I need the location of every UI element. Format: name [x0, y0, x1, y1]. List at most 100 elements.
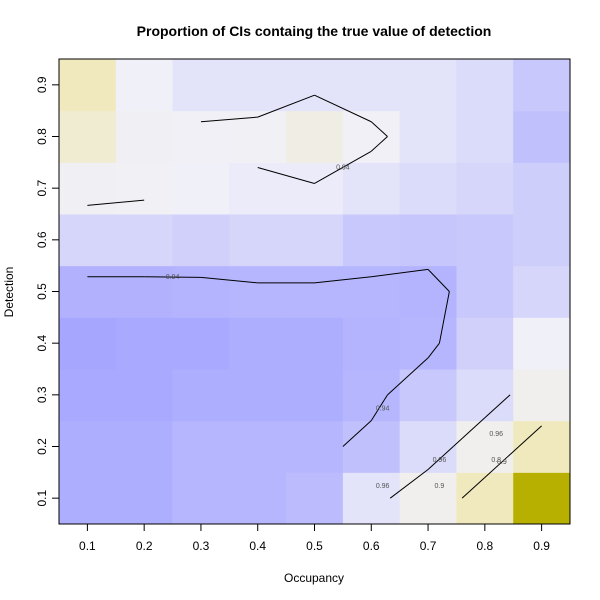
heatmap-cell — [286, 214, 344, 267]
heatmap-cell — [229, 214, 287, 267]
heatmap-cell — [59, 59, 117, 112]
heatmap-cell — [342, 369, 401, 422]
heatmap-cell — [172, 59, 230, 112]
heatmap-cell — [456, 110, 514, 163]
x-axis-label: Occupancy — [284, 571, 344, 585]
heatmap-cell — [513, 265, 571, 318]
y-tick-label: 0.9 — [35, 76, 49, 93]
heatmap-cell — [286, 317, 344, 370]
heatmap-cell — [115, 420, 174, 473]
contour-segment — [370, 136, 388, 152]
heatmap-cell — [172, 214, 230, 267]
heatmap-cell — [456, 265, 514, 318]
heatmap-cell — [456, 59, 514, 112]
contour-segment — [342, 420, 372, 447]
heatmap-cell — [59, 265, 117, 318]
contour-segment — [200, 116, 258, 123]
heatmap-cell — [286, 162, 344, 215]
heatmap-cell — [115, 59, 174, 112]
heatmap-cell — [59, 110, 117, 163]
heatmap-cell — [513, 420, 571, 473]
heatmap-cell — [513, 214, 571, 267]
heatmap-cell — [115, 369, 174, 422]
y-tick-label: 0.2 — [35, 438, 49, 455]
heatmap-cell — [342, 162, 401, 215]
x-tick-label: 0.1 — [79, 539, 96, 553]
heatmap-cell — [399, 59, 457, 112]
heatmap-cells — [59, 59, 571, 525]
contour-label: 0.96 — [489, 431, 503, 438]
heatmap-cell — [342, 214, 401, 267]
contour-label: 0.94 — [376, 405, 390, 412]
y-tick-label: 0.6 — [35, 231, 49, 248]
y-tick-label: 0.1 — [35, 490, 49, 507]
heatmap-cell — [229, 369, 287, 422]
contour-label: 0.94 — [166, 274, 180, 281]
heatmap-cell — [399, 472, 457, 525]
heatmap-cell — [229, 420, 287, 473]
heatmap-cell — [172, 265, 230, 318]
contour-segment — [370, 121, 388, 137]
contour-segment — [370, 394, 388, 421]
y-tick-label: 0.5 — [35, 283, 49, 300]
contour-segment — [461, 477, 486, 499]
heatmap-cell — [513, 110, 571, 163]
x-tick-label: 0.7 — [420, 539, 437, 553]
x-axis: 0.1 0.2 0.3 0.4 0.5 0.6 0.7 0.8 0.9 — [79, 523, 550, 553]
contour-label: 0.96 — [376, 483, 390, 490]
heatmap-cell — [456, 369, 514, 422]
heatmap-cell — [229, 59, 287, 112]
heatmap-cell — [513, 369, 571, 422]
contour-label: 0.94 — [336, 164, 350, 171]
contour-label: 0.9 — [435, 483, 445, 490]
contour-segment — [427, 446, 454, 470]
heatmap-cell — [115, 265, 174, 318]
heatmap-cell — [513, 162, 571, 215]
contour-segment — [314, 276, 372, 284]
heatmap-cell — [229, 317, 287, 370]
heatmap-cell — [342, 472, 401, 525]
heatmap-cell — [115, 110, 174, 163]
x-tick-label: 0.3 — [193, 539, 210, 553]
heatmap-cell — [342, 110, 401, 163]
heatmap-cell — [229, 110, 287, 163]
heatmap-cell — [286, 265, 344, 318]
heatmap-cell — [59, 317, 117, 370]
x-tick-label: 0.6 — [363, 539, 380, 553]
heatmap-cell — [229, 472, 287, 525]
contour-segment — [427, 269, 450, 292]
heatmap-cell — [399, 110, 457, 163]
y-tick-label: 0.4 — [35, 335, 49, 352]
heatmap-cell — [399, 265, 457, 318]
heatmap-cell — [399, 369, 457, 422]
heatmap-cell — [456, 472, 514, 525]
contour-label: 0.9 — [497, 459, 507, 466]
y-axis-label: Detection — [2, 267, 16, 318]
heatmap-cell — [59, 472, 117, 525]
contour-segment — [371, 268, 429, 278]
contour-segment — [484, 446, 520, 478]
heatmap-cell — [115, 162, 174, 215]
contour-lines: 0.90.940.940.960.960.960.940.90.8 — [87, 94, 542, 499]
x-tick-label: 0.4 — [249, 539, 266, 553]
heatmap-cell — [286, 420, 344, 473]
y-tick-label: 0.7 — [35, 180, 49, 197]
heatmap-cell — [342, 59, 401, 112]
heatmap-cell — [59, 162, 117, 215]
x-tick-label: 0.8 — [476, 539, 493, 553]
heatmap-cell — [342, 420, 401, 473]
contour-segment — [314, 150, 372, 184]
contour-label: 0.96 — [433, 457, 447, 464]
contour-segment — [427, 342, 440, 359]
contour-segment — [144, 276, 201, 278]
heatmap-cell — [172, 317, 230, 370]
heatmap-cell — [59, 214, 117, 267]
contour-segment — [389, 469, 429, 499]
contour-segment — [257, 94, 315, 118]
heatmap-cell — [286, 110, 344, 163]
heatmap-cell — [456, 317, 514, 370]
contour-segment — [387, 357, 429, 396]
heatmap-cell — [59, 420, 117, 473]
contour-segment — [87, 199, 145, 206]
